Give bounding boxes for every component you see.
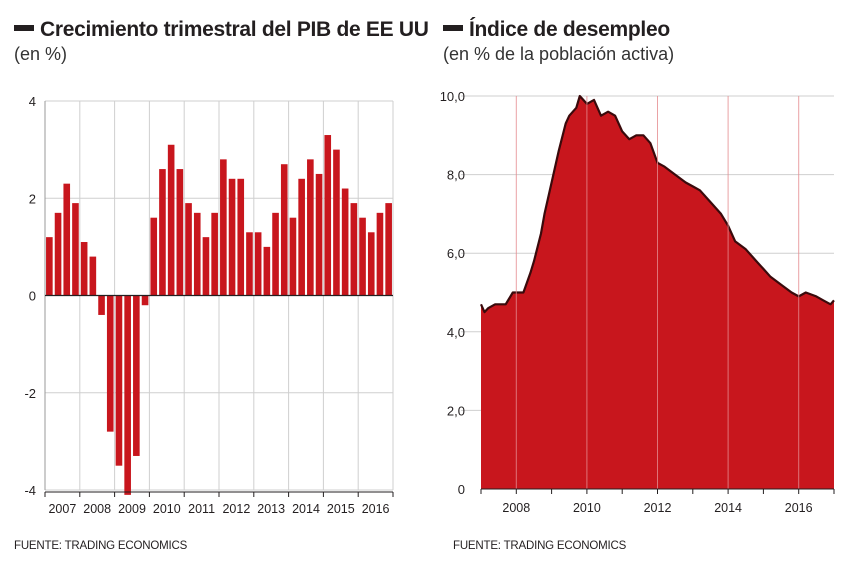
bar [263, 246, 271, 296]
y-tick-label: 4,0 [447, 325, 465, 340]
bar [228, 178, 236, 296]
bar [341, 188, 349, 296]
y-tick-label: 8,0 [447, 168, 465, 183]
bar [80, 242, 88, 296]
bar [63, 183, 71, 296]
y-tick-label: 10,0 [440, 89, 465, 104]
bar [176, 169, 184, 296]
bar [54, 212, 62, 296]
unemployment-chart-title: Índice de desempleo [469, 18, 670, 41]
x-tick-label: 2013 [257, 502, 285, 516]
bar [280, 164, 288, 296]
bar [185, 203, 192, 296]
x-tick-label: 2010 [153, 502, 181, 516]
y-tick-label: 2 [29, 191, 36, 206]
x-tick-label: 2008 [502, 501, 530, 515]
gdp-chart-subtitle: (en %) [14, 44, 68, 64]
bar [124, 295, 131, 495]
x-tick-label: 2009 [118, 502, 146, 516]
y-tick-label: 2,0 [447, 403, 465, 418]
bar [159, 169, 166, 296]
bar [46, 237, 53, 296]
bar [141, 295, 149, 306]
x-tick-label: 2011 [188, 502, 215, 516]
y-tick-label: -2 [24, 386, 36, 401]
y-tick-label: 0 [458, 482, 465, 497]
x-tick-label: 2008 [83, 502, 111, 516]
bar [298, 178, 305, 296]
bar [289, 217, 297, 296]
bar [350, 203, 358, 296]
bar [254, 232, 262, 296]
bar [167, 144, 175, 296]
y-tick-label: 4 [29, 94, 36, 109]
unemployment-chart-subtitle: (en % de la población activa) [443, 44, 675, 64]
title-marker [443, 25, 463, 32]
x-tick-label: 2007 [48, 502, 76, 516]
x-tick-label: 2014 [292, 502, 320, 516]
bar [359, 217, 366, 296]
bar [115, 295, 123, 466]
x-tick-label: 2016 [785, 501, 813, 515]
x-tick-label: 2010 [573, 501, 601, 515]
unemployment-chart-source: FUENTE: TRADING ECONOMICS [453, 540, 627, 552]
x-tick-label: 2012 [644, 501, 672, 515]
bar [246, 232, 253, 296]
bar [133, 295, 140, 456]
gdp-chart-source: FUENTE: TRADING ECONOMICS [14, 540, 188, 552]
bar [315, 173, 323, 296]
bar [385, 203, 392, 296]
y-tick-label: -4 [24, 483, 36, 498]
bar [193, 212, 201, 296]
unemployment-line [479, 94, 835, 314]
bar [106, 295, 114, 432]
y-tick-label: 6,0 [447, 246, 465, 261]
gdp-chart-title: Crecimiento trimestral del PIB de EE UU [40, 18, 429, 41]
gdp-chart-title-row: Crecimiento trimestral del PIB de EE UU [14, 18, 429, 42]
bar [202, 237, 210, 296]
bar [272, 212, 279, 296]
bar [324, 135, 332, 296]
bar [89, 256, 97, 296]
unemployment-area-chart: 10,0 8,0 6,0 4,0 2,0 0 2008 2010 2012 2014 2016 [440, 89, 835, 515]
y-tick-label: 0 [29, 289, 36, 304]
title-marker [14, 25, 34, 32]
bar [376, 212, 384, 296]
gdp-bar-chart: 4 2 0 -2 -4 2007 2008 2009 2010 2011 2012 2013 2014 2… [24, 94, 394, 516]
bar [150, 217, 158, 296]
bar [98, 295, 105, 315]
bar [237, 178, 245, 296]
x-tick-label: 2016 [362, 502, 390, 516]
unemployment-chart-title-row: Índice de desempleo [443, 18, 670, 42]
bar [211, 212, 218, 296]
bar [220, 159, 227, 296]
bar [367, 232, 375, 296]
bar [72, 203, 79, 296]
x-tick-label: 2015 [327, 502, 355, 516]
bar [333, 149, 340, 296]
x-tick-label: 2014 [714, 501, 742, 515]
x-tick-label: 2012 [222, 502, 250, 516]
bar [307, 159, 314, 296]
